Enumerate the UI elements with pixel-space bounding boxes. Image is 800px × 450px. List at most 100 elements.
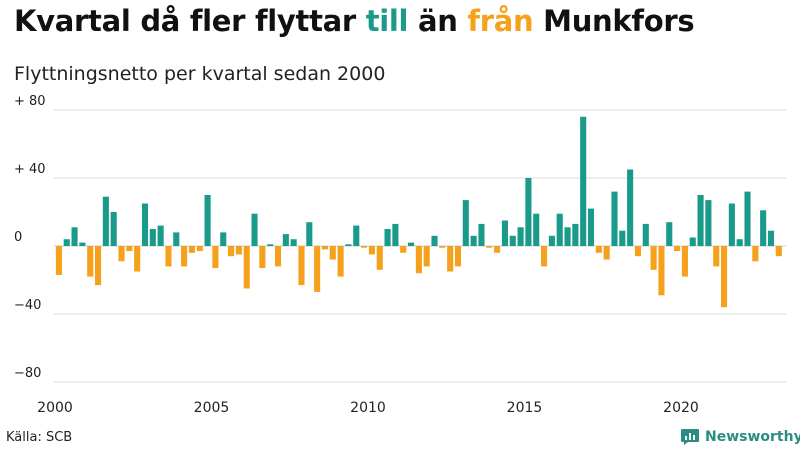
bar [71, 227, 78, 246]
bar [627, 169, 634, 246]
bar [501, 220, 508, 246]
bar [674, 246, 681, 252]
bar [321, 246, 329, 250]
bar [744, 191, 751, 246]
bar [431, 235, 438, 246]
bar [697, 195, 704, 246]
bar [102, 196, 109, 246]
bar [760, 210, 767, 246]
bar [720, 246, 728, 308]
y-tick-label: + 80 [14, 94, 46, 109]
title-suffix: Munkfors [543, 4, 695, 38]
y-tick-label: −80 [14, 366, 41, 381]
bar [595, 246, 602, 253]
x-tick-label: 2015 [507, 400, 543, 416]
bar [141, 203, 149, 246]
bar [384, 229, 391, 246]
bar [63, 239, 70, 246]
title-prefix: Kvartal då fler flyttar [14, 4, 356, 38]
bar [705, 200, 712, 246]
y-axis: −80 −40 0 + 40 + 80 [14, 94, 46, 381]
bar [415, 246, 422, 274]
bar [94, 246, 102, 286]
bar [713, 246, 720, 267]
bar [619, 230, 626, 246]
bar [290, 239, 297, 246]
bar [134, 246, 141, 272]
bar [525, 178, 532, 246]
bar [650, 246, 657, 270]
bar [282, 234, 289, 246]
bar [149, 229, 156, 246]
bar [634, 246, 642, 257]
bar [454, 246, 462, 267]
bar [196, 246, 203, 252]
bar [345, 244, 352, 246]
bar [447, 246, 454, 272]
bar [188, 246, 195, 253]
bar [157, 225, 164, 246]
bar [541, 246, 548, 267]
bar [767, 230, 775, 246]
bar [681, 246, 688, 277]
chart-bubble-icon [681, 429, 699, 445]
title-middle: än [418, 4, 458, 38]
bar [580, 116, 587, 246]
bar [666, 222, 673, 246]
bar [204, 195, 211, 246]
bar [220, 232, 227, 246]
title-till: till [365, 4, 409, 38]
x-tick-label: 2010 [350, 400, 386, 416]
bar [642, 223, 649, 246]
newsworthy-logo: Newsworthy [680, 428, 800, 446]
y-tick-label: 0 [14, 230, 22, 245]
bar [329, 246, 336, 260]
bar [494, 246, 501, 253]
chart-title: Kvartal då fler flyttar till än från Mun… [14, 4, 695, 38]
y-tick-label: −40 [14, 298, 41, 313]
bars [55, 116, 782, 308]
bar [658, 246, 665, 296]
bar [361, 246, 368, 248]
chart-subtitle: Flyttningsnetto per kvartal sedan 2000 [14, 63, 386, 85]
bar [587, 208, 595, 246]
bar [228, 246, 235, 257]
x-tick-label: 2000 [37, 400, 73, 416]
bar [212, 246, 219, 269]
bar [368, 246, 375, 255]
bar [251, 213, 258, 246]
bar [274, 246, 282, 267]
x-tick-label: 2020 [663, 400, 699, 416]
bar [243, 246, 250, 289]
bar [486, 246, 493, 248]
y-tick-label: + 40 [14, 162, 46, 177]
brand-name: Newsworthy [705, 429, 800, 445]
bar [181, 246, 188, 267]
bar [517, 227, 524, 246]
bar [87, 246, 94, 277]
bar [376, 246, 383, 270]
bar [79, 242, 86, 246]
x-tick-label: 2005 [194, 400, 230, 416]
bar [314, 246, 321, 292]
bar [509, 235, 516, 246]
bar [689, 237, 696, 246]
bar [752, 246, 759, 262]
bar [572, 223, 579, 246]
bar [478, 223, 485, 246]
bar [165, 246, 172, 267]
bar [533, 213, 540, 246]
bar [400, 246, 407, 253]
bar [235, 246, 242, 255]
bar [556, 213, 563, 246]
x-axis: 2000 2005 2010 2015 2020 [37, 400, 699, 416]
bar [439, 246, 446, 248]
bar [353, 225, 360, 246]
bar [775, 246, 782, 257]
bar [306, 222, 313, 246]
bar [603, 246, 610, 260]
bar [611, 191, 618, 246]
bar [736, 239, 743, 246]
bar [118, 246, 125, 262]
